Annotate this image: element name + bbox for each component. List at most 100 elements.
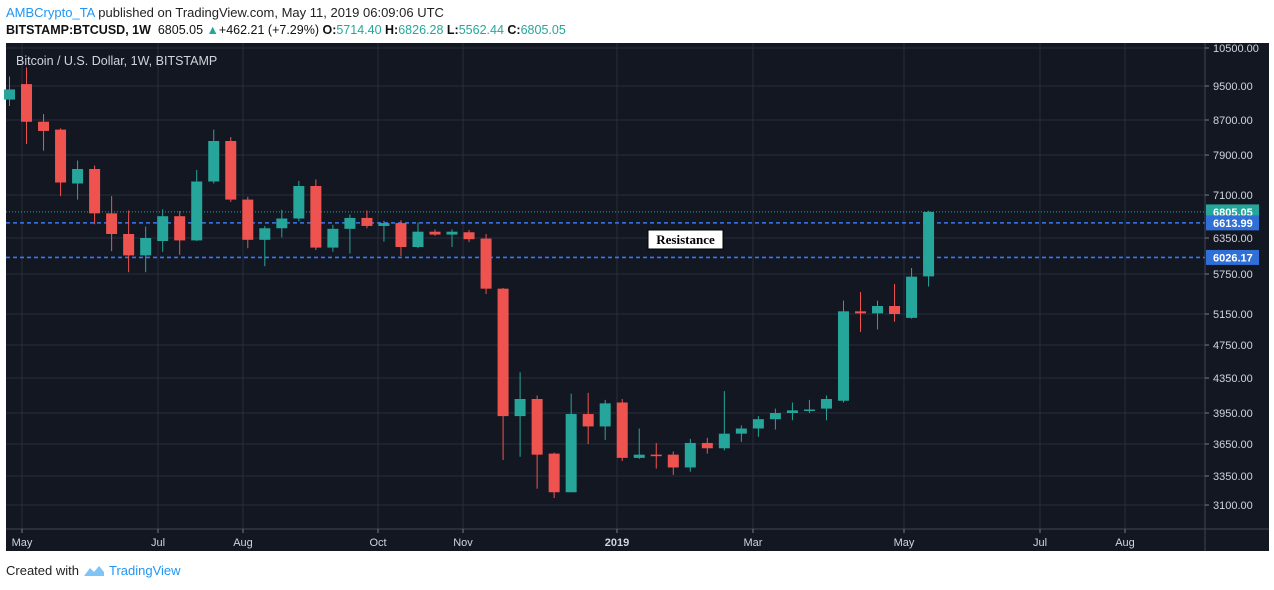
candle-body — [208, 141, 220, 182]
candle-body — [310, 186, 322, 248]
candle-body — [480, 238, 492, 289]
candle-body — [531, 399, 543, 455]
candle-body — [395, 223, 407, 247]
resistance-annotation[interactable]: Resistance — [647, 229, 724, 250]
price-tick-label: 4350.00 — [1213, 373, 1253, 385]
time-tick-label: Jul — [1033, 537, 1047, 549]
candle-body — [684, 442, 696, 468]
ohlc-line: BITSTAMP:BTCUSD, 1W 6805.05 ▲+462.21 (+7… — [6, 21, 566, 39]
candle-body — [4, 89, 15, 100]
price-tick-label: 5750.00 — [1213, 269, 1253, 281]
price-tick-label: 3350.00 — [1213, 471, 1253, 483]
price-axis[interactable]: 10500.00 9500.00 8700.00 7900.00 7100.00 6350… — [1205, 43, 1259, 512]
open-value: 5714.40 — [336, 23, 382, 37]
candle-body — [140, 238, 152, 256]
candle-body — [259, 228, 271, 240]
grid — [6, 43, 1205, 529]
candle-body — [157, 216, 169, 241]
candle-body — [463, 232, 475, 240]
price-tick-label: 7100.00 — [1213, 190, 1253, 202]
candle-body — [327, 228, 339, 248]
tradingview-link[interactable]: TradingView — [108, 563, 181, 578]
high-label: H: — [385, 23, 399, 37]
candle-body — [872, 306, 884, 314]
candle-body — [803, 409, 815, 411]
candle-body — [446, 231, 458, 235]
candle-body — [667, 454, 679, 468]
candle-body — [616, 402, 628, 458]
time-tick-label: May — [12, 537, 33, 549]
up-arrow-icon: ▲ — [206, 23, 219, 37]
level-badge — [1206, 249, 1259, 265]
candle-body — [361, 217, 373, 226]
open-label: O: — [322, 23, 337, 37]
candle-body — [89, 169, 101, 214]
price-tick-label: 9500.00 — [1213, 81, 1253, 93]
chart-title: Bitcoin / U.S. Dollar, 1W, BITSTAMP — [16, 54, 217, 68]
close-value: 6805.05 — [520, 23, 566, 37]
candle-body — [344, 217, 356, 229]
published-text: published on TradingView.com, May 11, 20… — [98, 5, 444, 20]
candle-body — [752, 419, 764, 429]
annotation-text: Resistance — [656, 232, 715, 247]
time-tick-label: May — [894, 537, 915, 549]
level-badge — [1206, 215, 1259, 231]
price-tick-label: 7900.00 — [1213, 150, 1253, 162]
publish-line: AMBCrypto_TA published on TradingView.co… — [6, 4, 444, 22]
candle-body — [582, 414, 594, 427]
candle-body — [276, 218, 288, 229]
candle-body — [701, 442, 713, 449]
price-tick-label: 10500.00 — [1213, 43, 1259, 55]
candle-body — [293, 186, 305, 219]
candle-body — [769, 413, 781, 420]
candle-body — [242, 199, 254, 240]
candle-body — [55, 129, 67, 183]
candle-body — [735, 428, 747, 434]
level-badge-text: 6613.99 — [1213, 218, 1253, 230]
time-axis[interactable]: May Jul Aug Oct Nov 2019 Mar May Jul Aug — [12, 529, 1135, 549]
chart-background — [6, 43, 1269, 551]
close-label: C: — [507, 23, 521, 37]
symbol-label: BITSTAMP:BTCUSD, 1W — [6, 23, 151, 37]
candles — [4, 67, 935, 499]
time-tick-label: Aug — [233, 537, 253, 549]
time-tick-label: Oct — [369, 537, 386, 549]
candle-body — [174, 216, 186, 241]
high-value: 6826.28 — [398, 23, 444, 37]
candle-body — [718, 433, 730, 449]
candle-body — [412, 231, 424, 247]
annotation-box — [647, 229, 724, 250]
candle-body — [106, 213, 118, 234]
candle-body — [225, 141, 237, 200]
candle-body — [123, 233, 135, 256]
low-label: L: — [446, 23, 459, 37]
price-tick-label: 3100.00 — [1213, 500, 1253, 512]
candle-body — [565, 414, 577, 493]
candle-body — [21, 84, 33, 122]
time-tick-label: Jul — [151, 537, 165, 549]
candle-body — [889, 306, 901, 314]
candle-body — [837, 311, 849, 401]
footer: Created with TradingView — [6, 563, 181, 578]
candle-body — [378, 223, 390, 226]
low-value: 5562.44 — [458, 23, 504, 37]
time-tick-label: Nov — [453, 537, 473, 549]
candle-body — [650, 454, 662, 457]
candle-body — [72, 169, 84, 184]
candle-body — [923, 211, 935, 277]
created-with-text: Created with — [6, 563, 79, 578]
price-tick-label: 3650.00 — [1213, 439, 1253, 451]
candle-body — [855, 311, 866, 314]
author-link[interactable]: AMBCrypto_TA — [6, 5, 95, 20]
candle-body — [497, 288, 509, 417]
candle-body — [599, 403, 611, 427]
last-price: 6805.05 — [157, 23, 204, 37]
horizontal-levels — [6, 211, 1205, 259]
candle-body — [38, 121, 50, 131]
price-tick-label: 6350.00 — [1213, 233, 1253, 245]
level-badge-text: 6026.17 — [1213, 252, 1253, 264]
change-value: +462.21 (+7.29%) — [218, 23, 319, 37]
price-tick-label: 3950.00 — [1213, 408, 1253, 420]
